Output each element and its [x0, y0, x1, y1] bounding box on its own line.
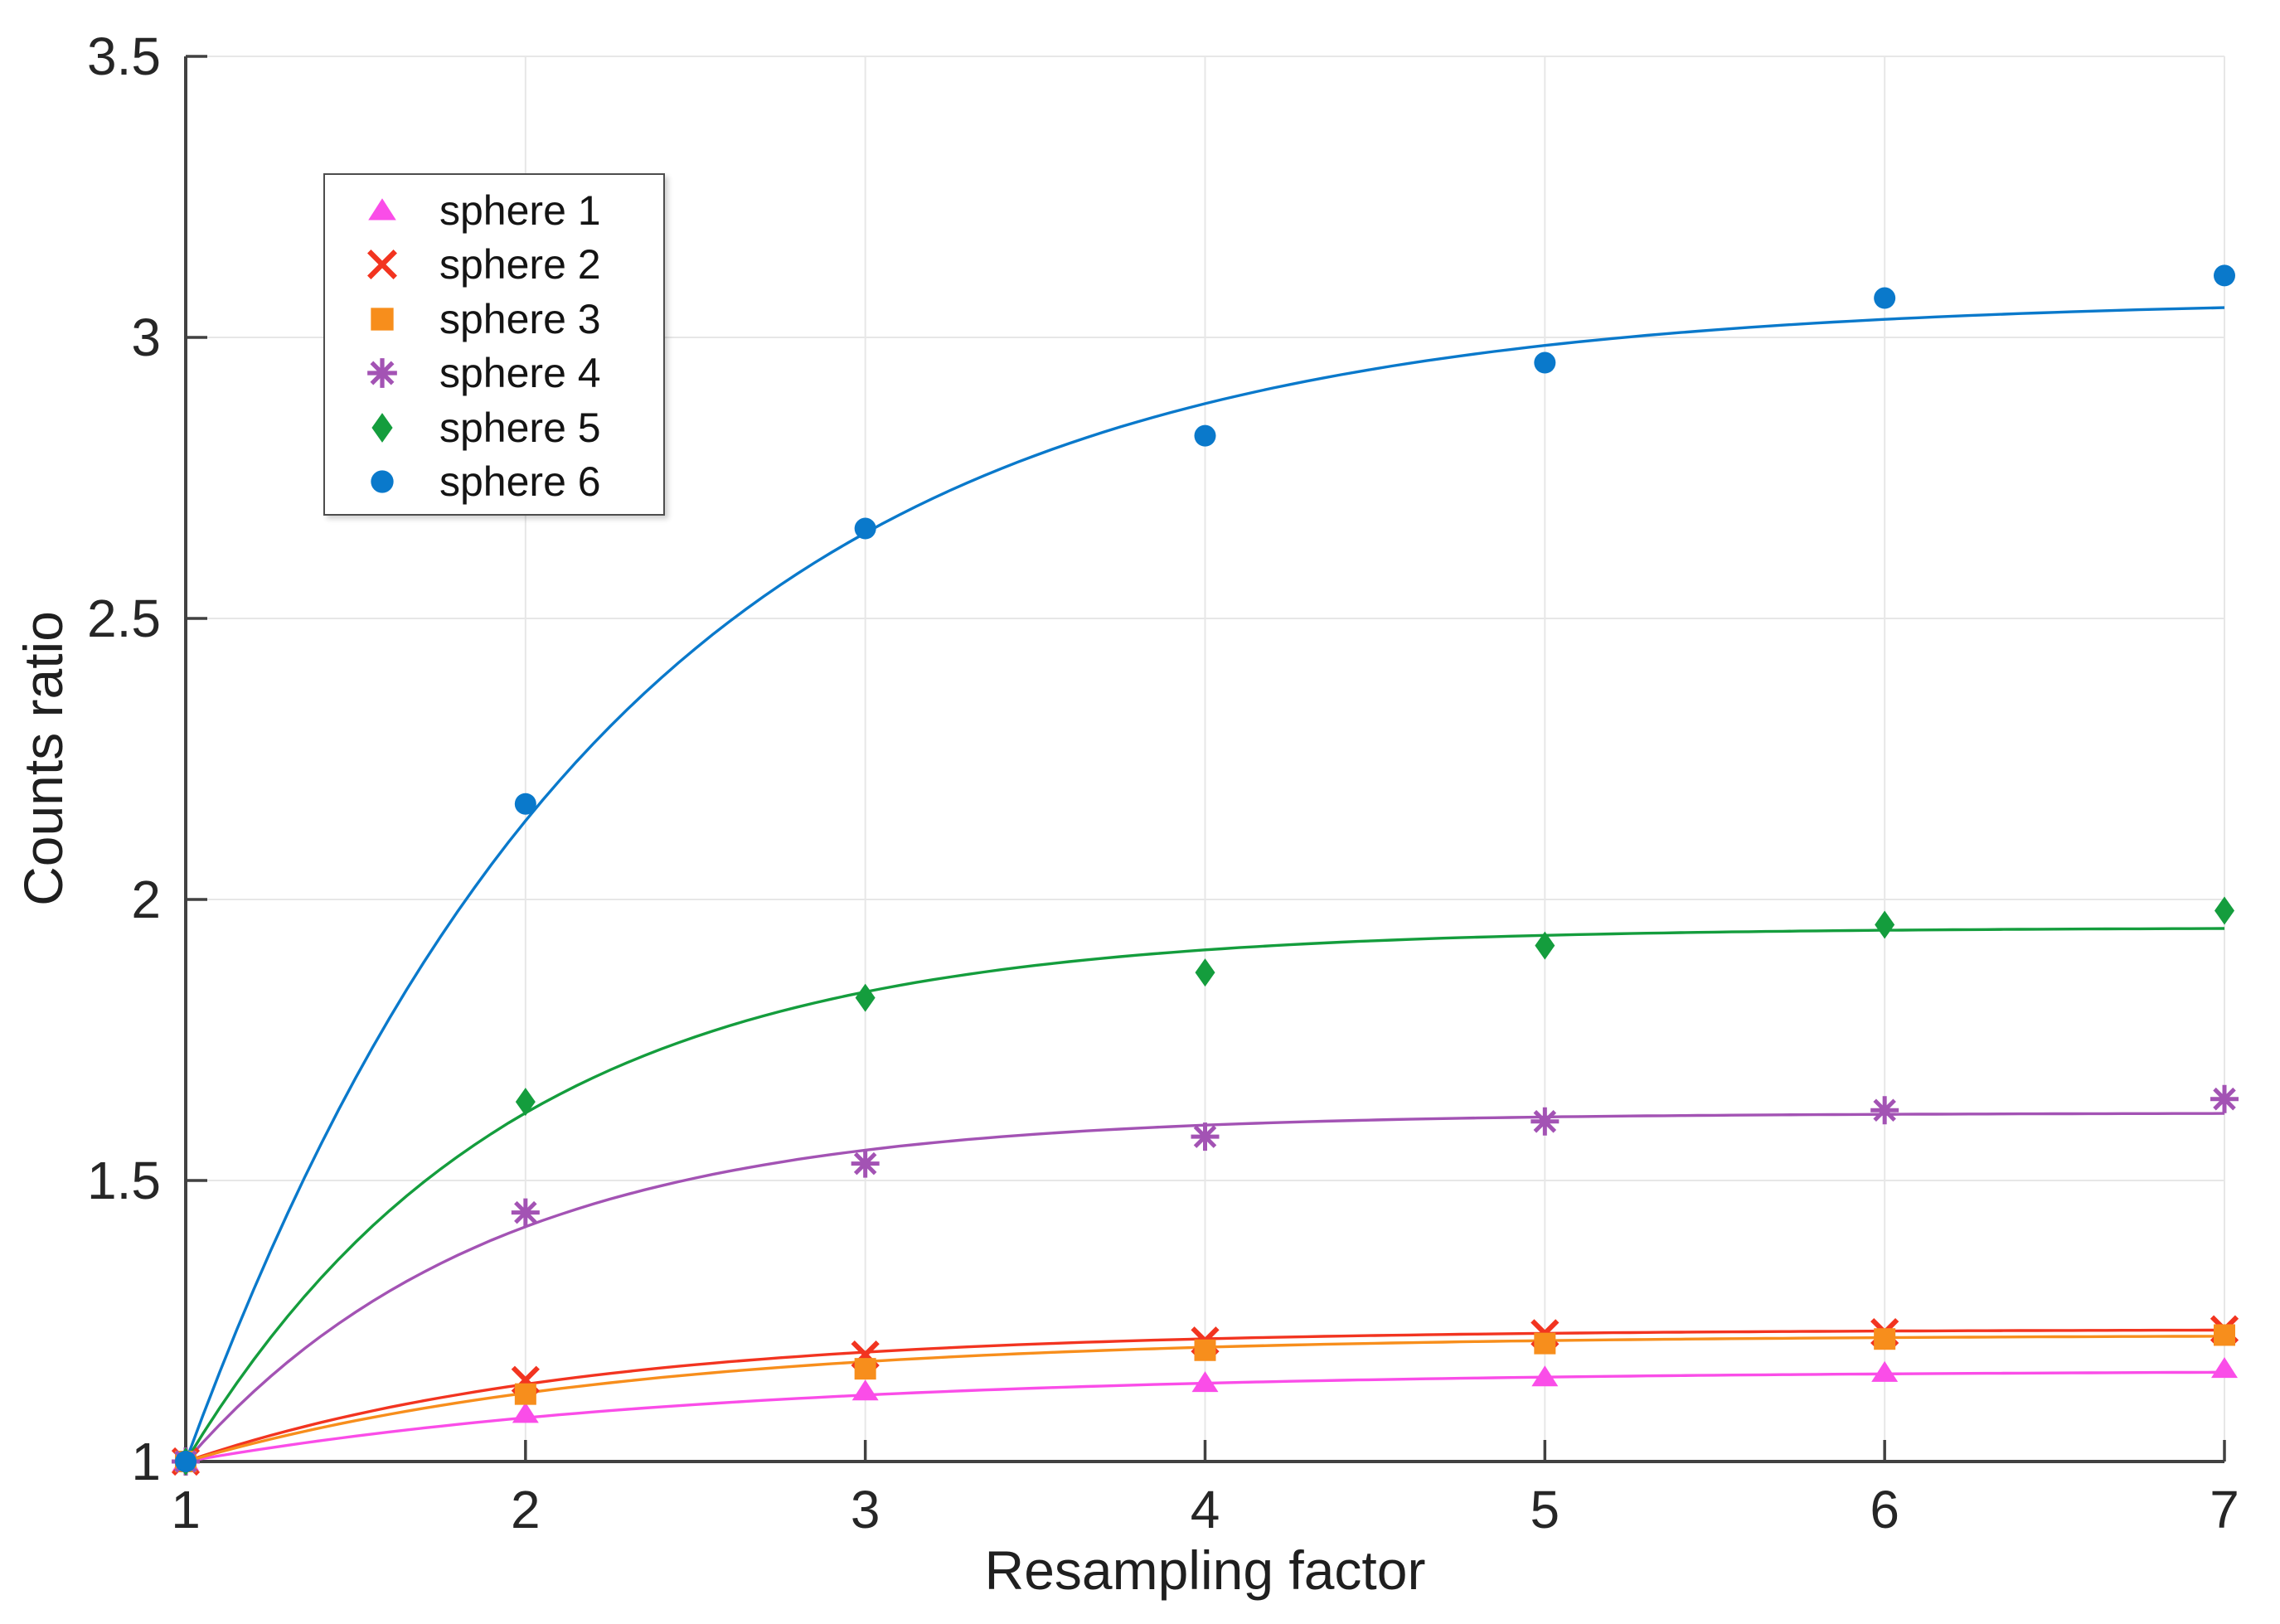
data-point-diamond — [1875, 910, 1895, 939]
data-point-diamond — [1535, 931, 1555, 960]
data-point-diamond — [855, 983, 876, 1012]
data-point-square — [1194, 1339, 1216, 1361]
x-tick-label: 1 — [171, 1480, 201, 1539]
data-point-triangle — [1531, 1365, 1559, 1387]
data-point-asterisk — [1191, 1122, 1220, 1151]
data-point-triangle — [1191, 1371, 1219, 1393]
data-point-diamond — [2215, 896, 2234, 925]
data-point-square — [854, 1358, 876, 1380]
data-point-circle — [371, 470, 394, 493]
data-point-asterisk — [851, 1149, 880, 1178]
legend-label: sphere 3 — [439, 295, 601, 342]
data-point-circle — [1534, 351, 1556, 374]
data-point-diamond — [515, 1088, 536, 1117]
y-tick-label: 3 — [131, 308, 161, 367]
data-point-x — [367, 250, 397, 280]
y-tick-label: 2.5 — [87, 589, 161, 648]
legend: sphere 1 sphere 2 sphere 3 sphere 4 sphe… — [323, 173, 665, 516]
data-point-square — [2214, 1324, 2235, 1346]
data-point-triangle — [1871, 1360, 1899, 1382]
legend-item-sphere-1: sphere 1 — [325, 183, 663, 238]
legend-label: sphere 2 — [439, 241, 601, 288]
data-point-triangle — [2211, 1357, 2238, 1379]
legend-label: sphere 1 — [439, 187, 601, 234]
circle-marker-icon — [325, 455, 439, 508]
data-point-square — [1874, 1328, 1896, 1350]
legend-label: sphere 4 — [439, 350, 601, 397]
data-point-circle — [2214, 264, 2235, 287]
fit-line-sphere-6 — [184, 306, 2225, 1462]
data-point-circle — [175, 1451, 196, 1472]
x-tick-label: 5 — [1531, 1480, 1560, 1539]
data-point-asterisk — [2210, 1084, 2239, 1113]
diamond-marker-icon — [325, 401, 439, 454]
data-point-asterisk — [1870, 1096, 1899, 1125]
data-point-square — [514, 1383, 536, 1405]
data-point-triangle — [368, 198, 396, 221]
legend-label: sphere 6 — [439, 458, 601, 506]
x-tick-label: 7 — [2210, 1480, 2239, 1539]
data-point-square — [1534, 1332, 1556, 1355]
asterisk-marker-icon — [325, 347, 439, 400]
data-point-diamond — [1195, 958, 1215, 987]
x-tick-label: 6 — [1870, 1480, 1899, 1539]
y-tick-label: 1.5 — [87, 1151, 161, 1210]
data-point-asterisk — [511, 1198, 540, 1227]
data-point-asterisk — [1531, 1107, 1560, 1136]
x-tick-label: 4 — [1191, 1480, 1220, 1539]
y-tick-label: 2 — [131, 870, 161, 929]
data-point-square — [371, 308, 394, 331]
legend-item-sphere-3: sphere 3 — [325, 292, 663, 347]
data-point-diamond — [371, 412, 393, 443]
y-axis-label: Counts ratio — [12, 611, 74, 906]
square-marker-icon — [325, 293, 439, 346]
legend-item-sphere-5: sphere 5 — [325, 400, 663, 455]
data-point-circle — [1874, 287, 1896, 309]
data-point-triangle — [851, 1379, 879, 1401]
x-axis-label: Resampling factor — [984, 1539, 1426, 1601]
y-tick-label: 1 — [131, 1432, 161, 1491]
triangle-marker-icon — [325, 184, 439, 237]
data-point-asterisk — [367, 358, 397, 389]
y-tick-label: 3.5 — [87, 27, 161, 86]
data-point-circle — [1194, 424, 1216, 447]
x-tick-label: 2 — [511, 1480, 541, 1539]
legend-item-sphere-6: sphere 6 — [325, 455, 663, 510]
legend-item-sphere-4: sphere 4 — [325, 347, 663, 401]
legend-label: sphere 5 — [439, 404, 601, 451]
data-point-triangle — [512, 1402, 539, 1423]
x-tick-label: 3 — [851, 1480, 880, 1539]
legend-item-sphere-2: sphere 2 — [325, 238, 663, 293]
data-point-circle — [514, 793, 536, 815]
data-point-circle — [854, 517, 876, 540]
x-marker-icon — [325, 238, 439, 291]
